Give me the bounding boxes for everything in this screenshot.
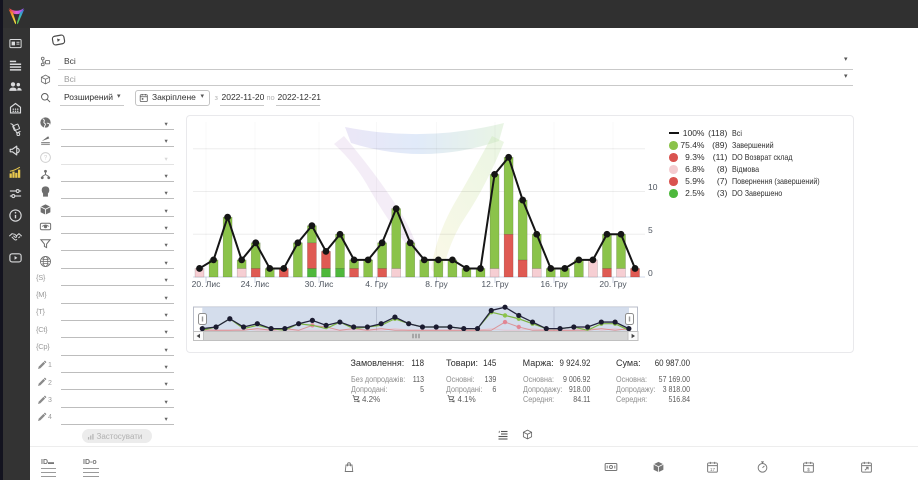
svg-text:$: $ [807,467,810,473]
svg-text:?: ? [43,155,47,161]
svg-text:17: 17 [710,467,716,472]
